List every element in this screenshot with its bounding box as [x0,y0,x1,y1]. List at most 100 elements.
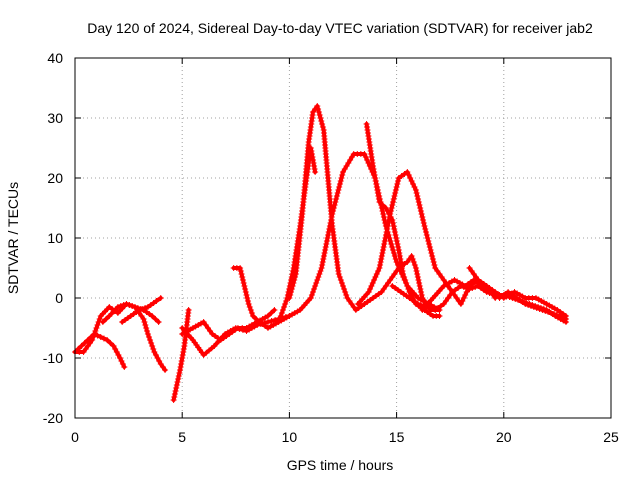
series-line [364,122,442,318]
data-point [145,334,152,340]
data-point [382,235,389,241]
data-point [81,340,88,346]
data-point [123,301,130,307]
series-arc15 [419,277,569,322]
data-point [177,367,184,373]
data-point [107,340,114,346]
data-point [389,244,396,250]
data-point [371,277,378,283]
data-point [325,232,332,238]
data-point [342,289,349,295]
data-point [329,211,336,217]
data-point [392,187,399,193]
x-tick-label: 5 [178,429,186,445]
data-point [139,306,146,312]
data-point [142,305,149,311]
data-point [415,199,422,205]
data-point [177,364,184,370]
data-point [377,262,384,268]
data-point [415,277,422,283]
data-point [429,256,436,262]
data-point [264,319,271,325]
data-point [249,313,256,319]
series-arc3 [99,301,169,373]
data-point [239,277,246,283]
data-point [331,202,338,208]
data-point [315,274,322,280]
data-point [397,259,404,265]
data-point [381,241,388,247]
data-point [320,256,327,262]
data-point [469,285,476,291]
data-point [245,301,252,307]
data-point [390,199,397,205]
data-point [374,190,381,196]
data-point [408,253,415,259]
data-point [403,280,410,286]
data-point [375,193,382,199]
chart-title: Day 120 of 2024, Sidereal Day-to-day VTE… [87,20,593,36]
data-point [379,250,386,256]
data-point [414,274,421,280]
data-point [247,307,254,313]
data-point [393,235,400,241]
data-point [343,292,350,298]
data-point [362,154,369,160]
data-point [283,298,290,304]
data-point [337,277,344,283]
data-point [237,265,244,271]
data-point [311,163,318,169]
data-point [384,223,391,229]
data-point [314,277,321,283]
data-point [155,319,162,325]
data-point [410,259,417,265]
data-point [416,283,423,289]
data-point [402,277,409,283]
data-point [310,160,317,166]
data-point [426,244,433,250]
y-tick-label: -10 [43,350,63,366]
data-point [118,358,125,364]
data-point [372,274,379,280]
data-point [368,283,375,289]
data-point [379,202,386,208]
data-point [387,238,394,244]
data-point [376,265,383,271]
data-point [372,175,379,181]
data-point [144,328,151,334]
data-point [370,163,377,169]
data-point [338,175,345,181]
data-point [536,306,543,312]
data-point [415,301,422,307]
data-point [413,268,420,274]
data-point [550,311,557,317]
data-point [328,214,335,220]
x-tick-label: 20 [496,429,512,445]
data-point [370,166,377,172]
data-point [339,172,346,178]
data-point [341,286,348,292]
data-point [321,250,328,256]
data-point [420,220,427,226]
data-point [179,352,186,358]
data-point [380,244,387,250]
data-point [395,247,402,253]
data-point [315,109,322,115]
data-point [173,385,180,391]
data-point [385,220,392,226]
data-point [308,292,315,298]
data-point [246,304,253,310]
data-point [93,325,100,331]
data-point [289,283,296,289]
data-point [404,283,411,289]
data-point [281,304,288,310]
data-point [418,289,425,295]
data-point [472,284,479,290]
data-point [459,298,466,304]
data-point [271,307,278,313]
data-point [320,253,327,259]
data-point [175,376,182,382]
data-point [422,226,429,232]
data-point [522,301,529,307]
x-tick-label: 0 [71,429,79,445]
